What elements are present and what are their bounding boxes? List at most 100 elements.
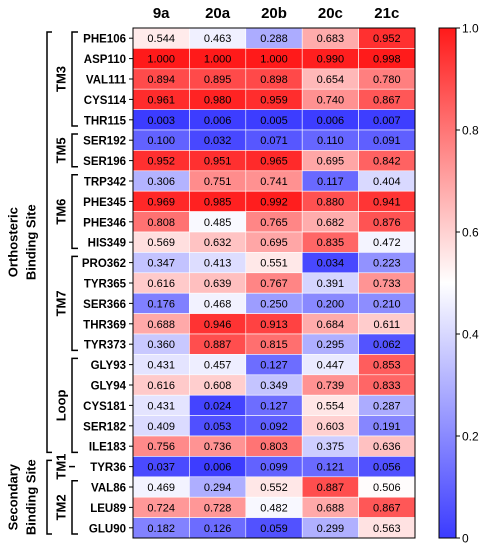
group-label: TM2 (53, 494, 68, 520)
cell-value-label: 0.941 (373, 196, 401, 208)
cell-value-label: 0.287 (373, 400, 401, 412)
cell-value-label: 0.299 (317, 523, 345, 535)
cell-value-label: 0.569 (147, 237, 175, 249)
cell-value-label: 0.751 (204, 176, 232, 188)
cell-value-label: 0.880 (317, 196, 345, 208)
cell-value-label: 0.034 (317, 258, 345, 270)
cell-value-label: 0.739 (317, 380, 345, 392)
cell-value-label: 0.985 (204, 196, 232, 208)
cell-value-label: 0.375 (317, 441, 345, 453)
row-label: VAL111 (86, 75, 127, 87)
cell-value-label: 0.413 (204, 258, 232, 270)
cell-value-label: 0.250 (260, 298, 288, 310)
cell-value-label: 0.835 (317, 237, 345, 249)
cell-value-label: 0.654 (317, 74, 345, 86)
row-label: PRO362 (82, 258, 126, 270)
cell-value-label: 1.000 (204, 54, 232, 66)
cell-value-label: 0.736 (204, 441, 232, 453)
group-label: TM5 (53, 137, 68, 163)
row-label: ILE183 (89, 442, 126, 454)
cell-value-label: 0.767 (260, 278, 288, 290)
cell-value-label: 0.741 (260, 176, 288, 188)
cell-value-label: 0.946 (204, 319, 232, 331)
cell-value-label: 0.127 (260, 400, 288, 412)
cell-value-label: 0.092 (260, 421, 288, 433)
colorbar-tick-label: 0.8 (462, 124, 479, 138)
cell-value-label: 0.463 (204, 33, 232, 45)
cell-value-label: 0.091 (373, 135, 401, 147)
cell-value-label: 0.913 (260, 319, 288, 331)
heatmap-cells: 0.544 0.463 0.288 0.683 0.952 1.000 1.000 1.000… (132, 27, 416, 539)
cell-value-label: 0.349 (260, 380, 288, 392)
group-bracket (71, 255, 78, 352)
cell-value-label: 0.294 (204, 482, 232, 494)
colorbar-tick-label: 1.0 (462, 22, 479, 36)
group-label: TM1 (53, 454, 68, 480)
cell-value-label: 0.071 (260, 135, 288, 147)
row-label: GLU90 (89, 523, 126, 535)
group-label: TM3 (53, 66, 68, 92)
cell-value-label: 0.724 (147, 502, 175, 514)
site-label: Binding Site (23, 204, 38, 280)
cell-value-label: 0.457 (204, 360, 232, 372)
group-label: TM6 (53, 199, 68, 225)
cell-value-label: 0.210 (373, 298, 401, 310)
cell-value-label: 0.887 (317, 482, 345, 494)
cell-value-label: 0.006 (204, 462, 232, 474)
cell-value-label: 0.391 (317, 278, 345, 290)
row-label: PHE346 (83, 217, 126, 229)
cell-value-label: 0.688 (147, 319, 175, 331)
cell-value-label: 0.867 (373, 94, 401, 106)
cell-value-label: 0.003 (147, 115, 175, 127)
cell-value-label: 0.007 (373, 115, 401, 127)
row-label: PHE345 (83, 197, 126, 209)
cell-value-label: 0.636 (373, 441, 401, 453)
column-header: 9a (153, 5, 170, 22)
group-bracket (71, 133, 78, 168)
cell-value-label: 0.683 (317, 33, 345, 45)
cell-value-label: 0.006 (204, 115, 232, 127)
cell-value-label: 0.952 (147, 156, 175, 168)
cell-value-label: 0.639 (204, 278, 232, 290)
cell-value-label: 0.062 (373, 339, 401, 351)
cell-value-label: 0.099 (260, 462, 288, 474)
cell-value-label: 0.616 (147, 278, 175, 290)
cell-value-label: 0.053 (204, 421, 232, 433)
cell-value-label: 0.980 (204, 94, 232, 106)
cell-value-label: 0.295 (317, 339, 345, 351)
cell-value-label: 0.611 (373, 319, 400, 331)
cell-value-label: 0.961 (147, 94, 175, 106)
cell-value-label: 0.360 (147, 339, 175, 351)
cell-value-label: 0.815 (260, 339, 288, 351)
cell-value-label: 0.616 (147, 380, 175, 392)
cell-value-label: 0.780 (373, 74, 401, 86)
cell-value-label: 0.469 (147, 482, 175, 494)
cell-value-label: 0.688 (317, 502, 345, 514)
row-label: SER192 (83, 136, 126, 148)
colorbar: 0 0.2 0.4 0.6 0.8 1.0 (438, 22, 479, 546)
row-label: LEU89 (90, 503, 126, 515)
cell-value-label: 0.992 (260, 196, 288, 208)
cell-value-label: 0.608 (204, 380, 232, 392)
cell-value-label: 0.024 (204, 400, 232, 412)
cell-value-label: 0.482 (260, 502, 288, 514)
cell-value-label: 0.969 (147, 196, 175, 208)
row-label: PHE106 (83, 34, 126, 46)
row-label: TYR36 (90, 462, 126, 474)
row-label: CYS114 (84, 95, 127, 107)
cell-value-label: 0.876 (373, 217, 401, 229)
cell-value-label: 0.853 (373, 360, 401, 372)
cell-value-label: 0.733 (373, 278, 401, 290)
cell-value-label: 0.887 (204, 339, 232, 351)
colorbar-tick-label: 0.4 (462, 328, 479, 342)
cell-value-label: 0.485 (204, 217, 232, 229)
cell-value-label: 0.306 (147, 176, 175, 188)
cell-value-label: 0.447 (317, 360, 345, 372)
cell-value-label: 0.191 (373, 421, 401, 433)
cell-value-label: 0.117 (317, 176, 344, 188)
row-label: SER196 (83, 156, 126, 168)
colorbar-tick-label: 0.2 (462, 430, 479, 444)
cell-value-label: 1.000 (260, 54, 288, 66)
